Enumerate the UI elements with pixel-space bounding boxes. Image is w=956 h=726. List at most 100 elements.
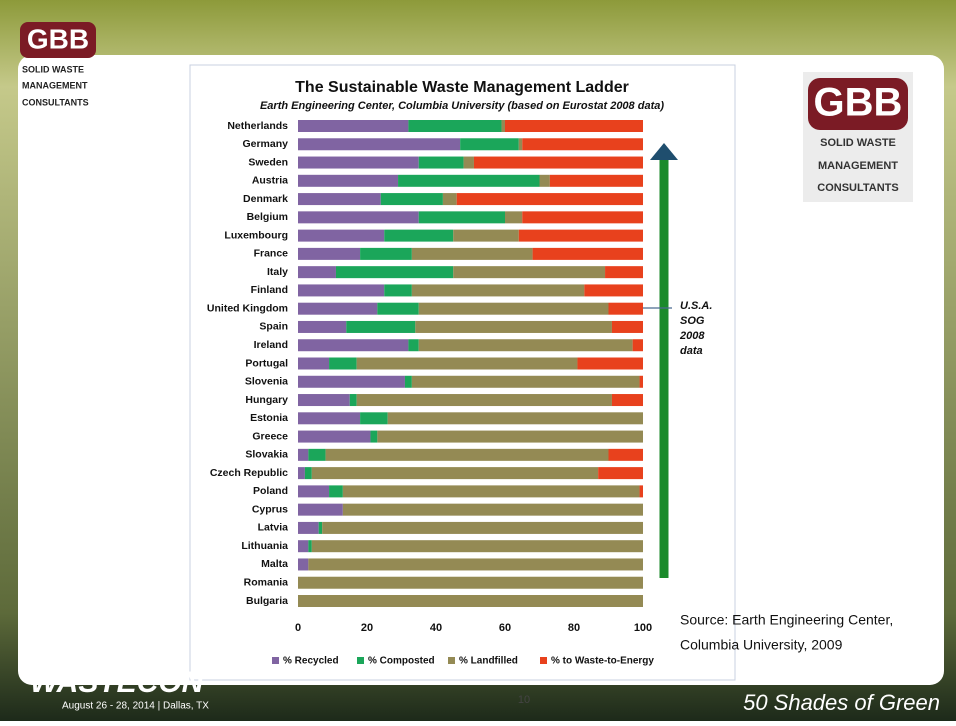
bar-segment	[308, 558, 643, 571]
bar-segment	[298, 138, 461, 151]
bar-segment	[308, 448, 326, 461]
x-tick-label: 60	[499, 622, 511, 634]
logo-large-badge	[808, 78, 908, 130]
bar-segment	[356, 357, 578, 370]
legend-swatch	[272, 657, 279, 664]
bar-segment	[639, 375, 643, 388]
bar-segment	[308, 540, 312, 553]
y-tick-label: Germany	[242, 138, 288, 150]
legend-label: % Recycled	[283, 656, 339, 667]
x-tick-label: 0	[295, 622, 301, 634]
bar-segment	[411, 284, 585, 297]
bar-segment	[298, 229, 385, 242]
bar-segment	[298, 320, 347, 333]
bar-segment	[522, 138, 643, 151]
bar-segment	[611, 394, 643, 407]
logo-large-line: SOLID WASTE	[820, 137, 896, 149]
bar-segment	[418, 156, 464, 169]
bar-segment	[325, 448, 609, 461]
bar-segment	[404, 375, 412, 388]
bar-segment	[384, 284, 412, 297]
x-tick-label: 40	[430, 622, 442, 634]
bar-segment	[298, 558, 309, 571]
y-tick-label: Cyprus	[252, 503, 288, 515]
bar-segment	[298, 448, 309, 461]
event-dates: August 26 - 28, 2014 | Dallas, TX	[62, 701, 209, 712]
bar-segment	[522, 211, 643, 224]
bar-segment	[322, 521, 643, 534]
annotation: data	[680, 345, 703, 357]
bar-segment	[418, 302, 609, 315]
bar-segment	[539, 174, 550, 187]
bar-segment	[577, 357, 643, 370]
y-tick-label: Italy	[267, 266, 288, 278]
bar-segment	[377, 430, 643, 443]
y-tick-label: Denmark	[243, 193, 288, 205]
bar-segment	[298, 284, 385, 297]
bar-segment	[356, 394, 612, 407]
y-tick-label: Bulgaria	[246, 595, 288, 607]
y-tick-label: Czech Republic	[210, 467, 288, 479]
bar-segment	[605, 266, 643, 279]
legend-label: % Composted	[368, 656, 435, 667]
bar-segment	[608, 448, 643, 461]
y-tick-label: Poland	[253, 485, 288, 497]
y-tick-label: Portugal	[245, 357, 288, 369]
logo-small-line: MANAGEMENT	[22, 80, 88, 90]
bar-segment	[418, 211, 505, 224]
bar-segment	[411, 247, 533, 260]
bar-segment	[453, 266, 606, 279]
bar-segment	[453, 229, 519, 242]
annotation: 2008	[679, 330, 705, 342]
bar-segment	[518, 138, 523, 151]
logo-small-line: CONSULTANTS	[22, 97, 89, 107]
bar-segment	[298, 595, 643, 607]
chart-subtitle: Earth Engineering Center, Columbia Unive…	[260, 100, 664, 112]
y-tick-label: Luxembourg	[224, 229, 288, 241]
bar-segment	[360, 247, 412, 260]
bar-segment	[611, 320, 643, 333]
y-tick-label: Lithuania	[241, 540, 288, 552]
bar-segment	[298, 540, 309, 553]
bar-segment	[505, 211, 523, 224]
legend-label: % Landfilled	[459, 656, 518, 667]
bar-segment	[532, 247, 643, 260]
bar-segment	[377, 302, 419, 315]
legend-label: % to Waste-to-Energy	[551, 656, 654, 667]
bar-segment	[304, 467, 312, 480]
bar-segment	[298, 503, 343, 516]
annotation: SOG	[680, 315, 705, 327]
bar-segment	[298, 357, 330, 370]
bar-segment	[632, 339, 643, 352]
legend-swatch	[448, 657, 455, 664]
bar-segment	[329, 485, 343, 498]
bar-segment	[598, 467, 643, 480]
y-tick-label: Slovenia	[245, 376, 288, 388]
bar-segment	[298, 430, 371, 443]
bar-segment	[298, 174, 399, 187]
bar-segment	[608, 302, 643, 315]
y-tick-label: Austria	[252, 175, 288, 187]
bar-segment	[518, 229, 643, 242]
y-tick-label: Malta	[261, 558, 288, 570]
logo-small-line: SOLID WASTE	[22, 64, 84, 74]
bar-segment	[298, 211, 419, 224]
tagline: 50 Shades of Green	[743, 690, 940, 715]
ladder-arrow-head	[650, 143, 678, 160]
x-tick-label: 80	[568, 622, 580, 634]
y-tick-label: Finland	[251, 284, 288, 296]
legend-swatch	[357, 657, 364, 664]
bar-segment	[298, 247, 361, 260]
y-tick-label: Romania	[244, 577, 289, 589]
bar-segment	[346, 320, 416, 333]
bar-segment	[298, 193, 381, 206]
bar-segment	[408, 339, 419, 352]
bar-segment	[298, 576, 643, 589]
source-note: Columbia University, 2009	[680, 637, 843, 653]
bar-segment	[398, 174, 540, 187]
bar-segment	[298, 375, 405, 388]
bar-segment	[415, 320, 612, 333]
page-number: 10	[518, 694, 530, 706]
bar-segment	[329, 357, 357, 370]
